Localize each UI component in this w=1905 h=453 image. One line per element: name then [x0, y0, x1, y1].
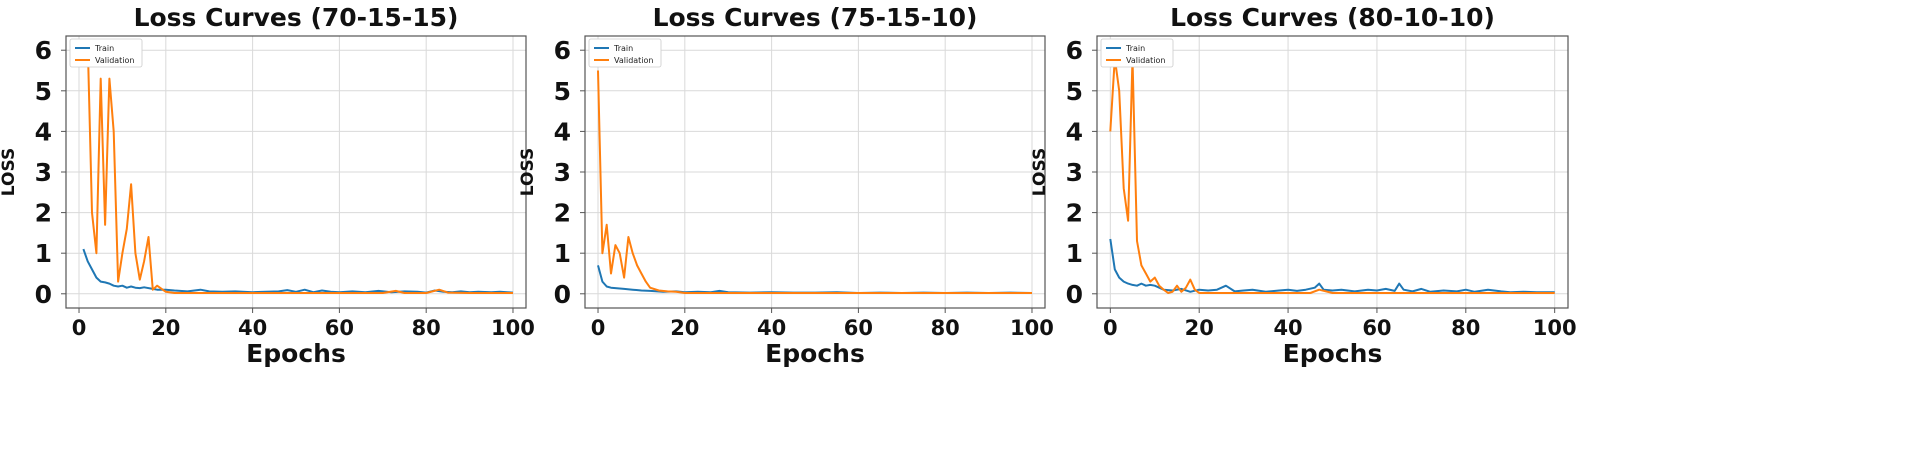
x-tick-label: 100 [1533, 316, 1577, 340]
x-tick-label: 40 [238, 316, 267, 340]
series-line-validation [82, 41, 513, 294]
legend: Train Validation [69, 38, 143, 68]
series-line-train [597, 265, 1033, 294]
y-tick-label: 2 [35, 199, 52, 228]
x-axis-label: Epochs [246, 339, 346, 368]
y-tick-label: 2 [1066, 199, 1083, 228]
x-tick-label: 60 [844, 316, 873, 340]
chart-title: Loss Curves (80-10-10) [1170, 3, 1495, 32]
legend-label-validation: Validation [614, 56, 654, 65]
y-tick-label: 0 [1066, 280, 1083, 309]
y-tick-label: 1 [1066, 239, 1083, 268]
legend-label-train: Train [613, 44, 633, 53]
y-tick-label: 6 [554, 36, 571, 65]
y-tick-label: 5 [35, 77, 52, 106]
y-tick-label: 5 [1066, 77, 1083, 106]
x-tick-label: 60 [1362, 316, 1391, 340]
y-tick-label: 0 [35, 280, 52, 309]
x-tick-label: 80 [412, 316, 441, 340]
y-axis-label: LOSS [0, 148, 19, 196]
y-tick-label: 4 [1066, 117, 1083, 146]
y-tick-label: 6 [35, 36, 52, 65]
y-tick-label: 3 [1066, 158, 1083, 187]
series-line-train [1109, 238, 1555, 294]
y-tick-label: 2 [554, 199, 571, 228]
legend-label-train: Train [1125, 44, 1145, 53]
y-axis-label: LOSS [518, 148, 538, 196]
x-tick-label: 0 [1103, 316, 1118, 340]
y-tick-label: 0 [554, 280, 571, 309]
x-tick-label: 40 [757, 316, 786, 340]
legend: Train Validation [588, 38, 662, 68]
x-tick-label: 100 [1010, 316, 1054, 340]
x-tick-label: 0 [72, 316, 87, 340]
x-axis-label: Epochs [1283, 339, 1383, 368]
x-tick-label: 80 [1451, 316, 1480, 340]
y-tick-label: 4 [35, 117, 52, 146]
x-tick-label: 60 [325, 316, 354, 340]
x-axis-label: Epochs [765, 339, 865, 368]
series-line-train [82, 248, 514, 294]
series-line-validation [1109, 57, 1555, 294]
legend-label-validation: Validation [95, 56, 135, 65]
x-tick-label: 100 [491, 316, 535, 340]
x-tick-label: 20 [1185, 316, 1214, 340]
x-tick-label: 20 [670, 316, 699, 340]
legend-label-train: Train [94, 44, 114, 53]
x-tick-label: 20 [151, 316, 180, 340]
y-tick-label: 4 [554, 117, 571, 146]
x-tick-label: 80 [931, 316, 960, 340]
legend: Train Validation [1100, 38, 1174, 68]
chart-title: Loss Curves (75-15-10) [653, 3, 978, 32]
y-tick-label: 1 [554, 239, 571, 268]
y-tick-label: 3 [554, 158, 571, 187]
y-tick-label: 1 [35, 239, 52, 268]
y-tick-label: 6 [1066, 36, 1083, 65]
y-axis-label: LOSS [1030, 148, 1050, 196]
y-tick-label: 3 [35, 158, 52, 187]
x-tick-label: 0 [591, 316, 606, 340]
legend-label-validation: Validation [1126, 56, 1166, 65]
y-tick-label: 5 [554, 77, 571, 106]
series-line-validation [597, 70, 1032, 294]
chart-title: Loss Curves (70-15-15) [134, 3, 459, 32]
x-tick-label: 40 [1273, 316, 1302, 340]
